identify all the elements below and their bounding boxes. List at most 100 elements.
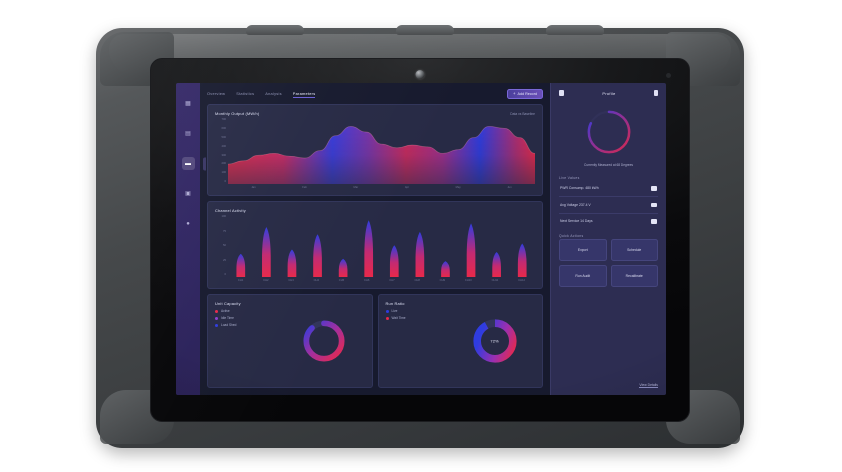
monthly-output-card: Monthly Output (MW/h) Data vs Baseline 7… — [207, 104, 543, 196]
bar[interactable] — [313, 234, 322, 277]
bar[interactable] — [287, 249, 297, 277]
bottom-chart-row: Unit Capacity Active Idle Time — [207, 294, 543, 388]
bar[interactable] — [517, 243, 527, 277]
analytics-icon: ▬ — [185, 160, 191, 167]
legend-item-live[interactable]: Live — [385, 309, 455, 313]
run-ratio-card: Run Ratio Live Wait Time — [377, 294, 543, 388]
legend-item-active[interactable]: Active — [215, 309, 284, 313]
x-tick-label: Feb — [302, 186, 307, 189]
unit-capacity-donut[interactable] — [284, 301, 365, 381]
y-tick-label: 600 — [221, 126, 226, 130]
tab-statistics[interactable]: Statistics — [236, 91, 255, 96]
y-tick-label: 75 — [223, 229, 226, 233]
quick-actions-grid: Export Schedule Run Audit Recalibrate — [559, 239, 658, 288]
bar[interactable] — [338, 258, 348, 277]
bar[interactable] — [364, 220, 374, 277]
temperature-gauge[interactable]: Currently Measured at 68 Degrees — [559, 102, 658, 171]
sidebar-item-messages[interactable]: ▣ — [182, 187, 195, 200]
tab-parameters[interactable]: Parameters — [292, 90, 316, 98]
tab-analysis[interactable]: Analysis — [265, 91, 282, 96]
run-ratio-donut-svg — [473, 319, 517, 363]
run-ratio-legend-column: Run Ratio Live Wait Time — [385, 301, 455, 381]
bar-x-axis: CH1 CH2 CH3 CH4 CH5 CH6 CH7 CH8 CH9 CH10 CH11 CH12 — [228, 277, 535, 284]
add-record-button[interactable]: + Add Record — [507, 88, 543, 100]
y-tick-label: 500 — [221, 135, 226, 139]
open-icon[interactable] — [651, 202, 657, 208]
x-tick-label: CH9 — [439, 279, 446, 282]
legend-label-active: Active — [221, 309, 230, 313]
y-tick-label: 0 — [224, 273, 227, 277]
edge-bump-right — [546, 25, 604, 35]
sidebar-item-analytics[interactable]: ▬ — [181, 157, 195, 170]
gear-icon: ● — [186, 220, 190, 227]
area-x-axis: Jan Feb Mar Apr May Jun — [228, 184, 535, 191]
x-tick-label: CH4 — [313, 279, 319, 282]
open-icon[interactable] — [651, 186, 657, 191]
legend-label-idle: Idle Time — [221, 316, 234, 320]
bar[interactable] — [262, 226, 271, 277]
open-icon[interactable] — [651, 219, 657, 224]
tablet-screen-bezel: ▦ ▤ ▬ ▣ ● Overview — [150, 58, 690, 422]
y-tick-label: 200 — [221, 162, 226, 166]
unit-capacity-legend-column: Unit Capacity Active Idle Time — [215, 301, 284, 381]
list-item-label: Avg Voltage 237.4 V — [560, 202, 591, 207]
area-chart-svg — [228, 126, 535, 184]
x-tick-label: CH12 — [518, 279, 525, 282]
legend-label-loadshed: Load Shed — [221, 323, 237, 327]
legend-dot-active — [215, 309, 218, 313]
y-tick-label: 50 — [223, 244, 226, 248]
menu-icon[interactable] — [559, 90, 564, 96]
chart-icon: ▤ — [185, 130, 191, 137]
sidebar-item-dashboard[interactable]: ▦ — [182, 97, 195, 110]
area-plot-wrapper: 700 600 500 400 300 200 100 0 — [215, 118, 535, 191]
legend-item-loadshed[interactable]: Load Shed — [215, 323, 284, 327]
sidebar-item-settings[interactable]: ● — [182, 217, 195, 230]
plus-icon: + — [513, 90, 516, 96]
sidebar-item-reports[interactable]: ▤ — [182, 127, 195, 140]
bar-card-header: Channel Activity — [215, 208, 535, 213]
area-card-legend-note: Data vs Baseline — [510, 111, 535, 116]
x-tick-label: Jun — [507, 186, 512, 189]
unit-capacity-title: Unit Capacity — [215, 301, 241, 306]
quick-action-recalibrate[interactable]: Recalibrate — [610, 265, 658, 288]
legend-dot-loadshed — [215, 323, 218, 327]
temperature-gauge-svg — [587, 110, 630, 154]
bar[interactable] — [466, 223, 476, 277]
edge-bump-left — [246, 25, 304, 35]
quick-actions-section: Quick Actions Export Schedule Run Audit … — [559, 234, 658, 288]
y-tick-label: 0 — [224, 180, 227, 184]
x-tick-label: Jan — [251, 186, 256, 189]
area-plot-area[interactable]: Jan Feb Mar Apr May Jun — [228, 119, 535, 191]
quick-actions-title: Quick Actions — [559, 234, 584, 239]
dashboard-screen: ▦ ▤ ▬ ▣ ● Overview — [176, 83, 666, 395]
quick-action-export[interactable]: Export — [559, 239, 607, 262]
list-item[interactable]: Avg Voltage 237.4 V — [559, 197, 658, 214]
live-values-title: Live Values — [559, 175, 580, 180]
x-tick-label: CH3 — [288, 279, 294, 282]
bar[interactable] — [492, 251, 501, 277]
view-details-link[interactable]: View Details — [639, 382, 658, 388]
quick-action-run-audit[interactable]: Run Audit — [559, 265, 607, 288]
bar[interactable] — [415, 231, 425, 277]
quick-action-schedule[interactable]: Schedule — [610, 239, 658, 262]
bar[interactable] — [236, 253, 246, 277]
bar[interactable] — [441, 261, 450, 277]
bar-plot-area[interactable]: CH1 CH2 CH3 CH4 CH5 CH6 CH7 CH8 CH9 CH10 CH11 CH12 — [228, 216, 535, 284]
x-tick-label: CH1 — [237, 279, 244, 282]
legend-item-idle[interactable]: Idle Time — [215, 316, 284, 320]
tab-overview[interactable]: Overview — [207, 91, 226, 96]
list-item[interactable]: PWR Consump. 480 kWh — [559, 181, 658, 198]
bar[interactable] — [389, 245, 399, 277]
list-item[interactable]: Next Service 14 Days — [559, 214, 658, 230]
app-sidebar: ▦ ▤ ▬ ▣ ● — [176, 83, 200, 395]
bar-plot-wrapper: 100 75 50 25 0 — [215, 215, 535, 284]
top-navigation: Overview Statistics Analysis Parameters … — [207, 88, 543, 100]
run-ratio-center-value: 72% — [490, 338, 499, 344]
legend-item-wait[interactable]: Wait Time — [385, 316, 455, 320]
run-ratio-donut[interactable]: 72% — [454, 301, 535, 381]
legend-dot-idle — [215, 316, 218, 320]
x-tick-label: Apr — [404, 186, 409, 189]
more-icon[interactable] — [653, 90, 658, 96]
y-tick-label: 100 — [221, 215, 226, 218]
